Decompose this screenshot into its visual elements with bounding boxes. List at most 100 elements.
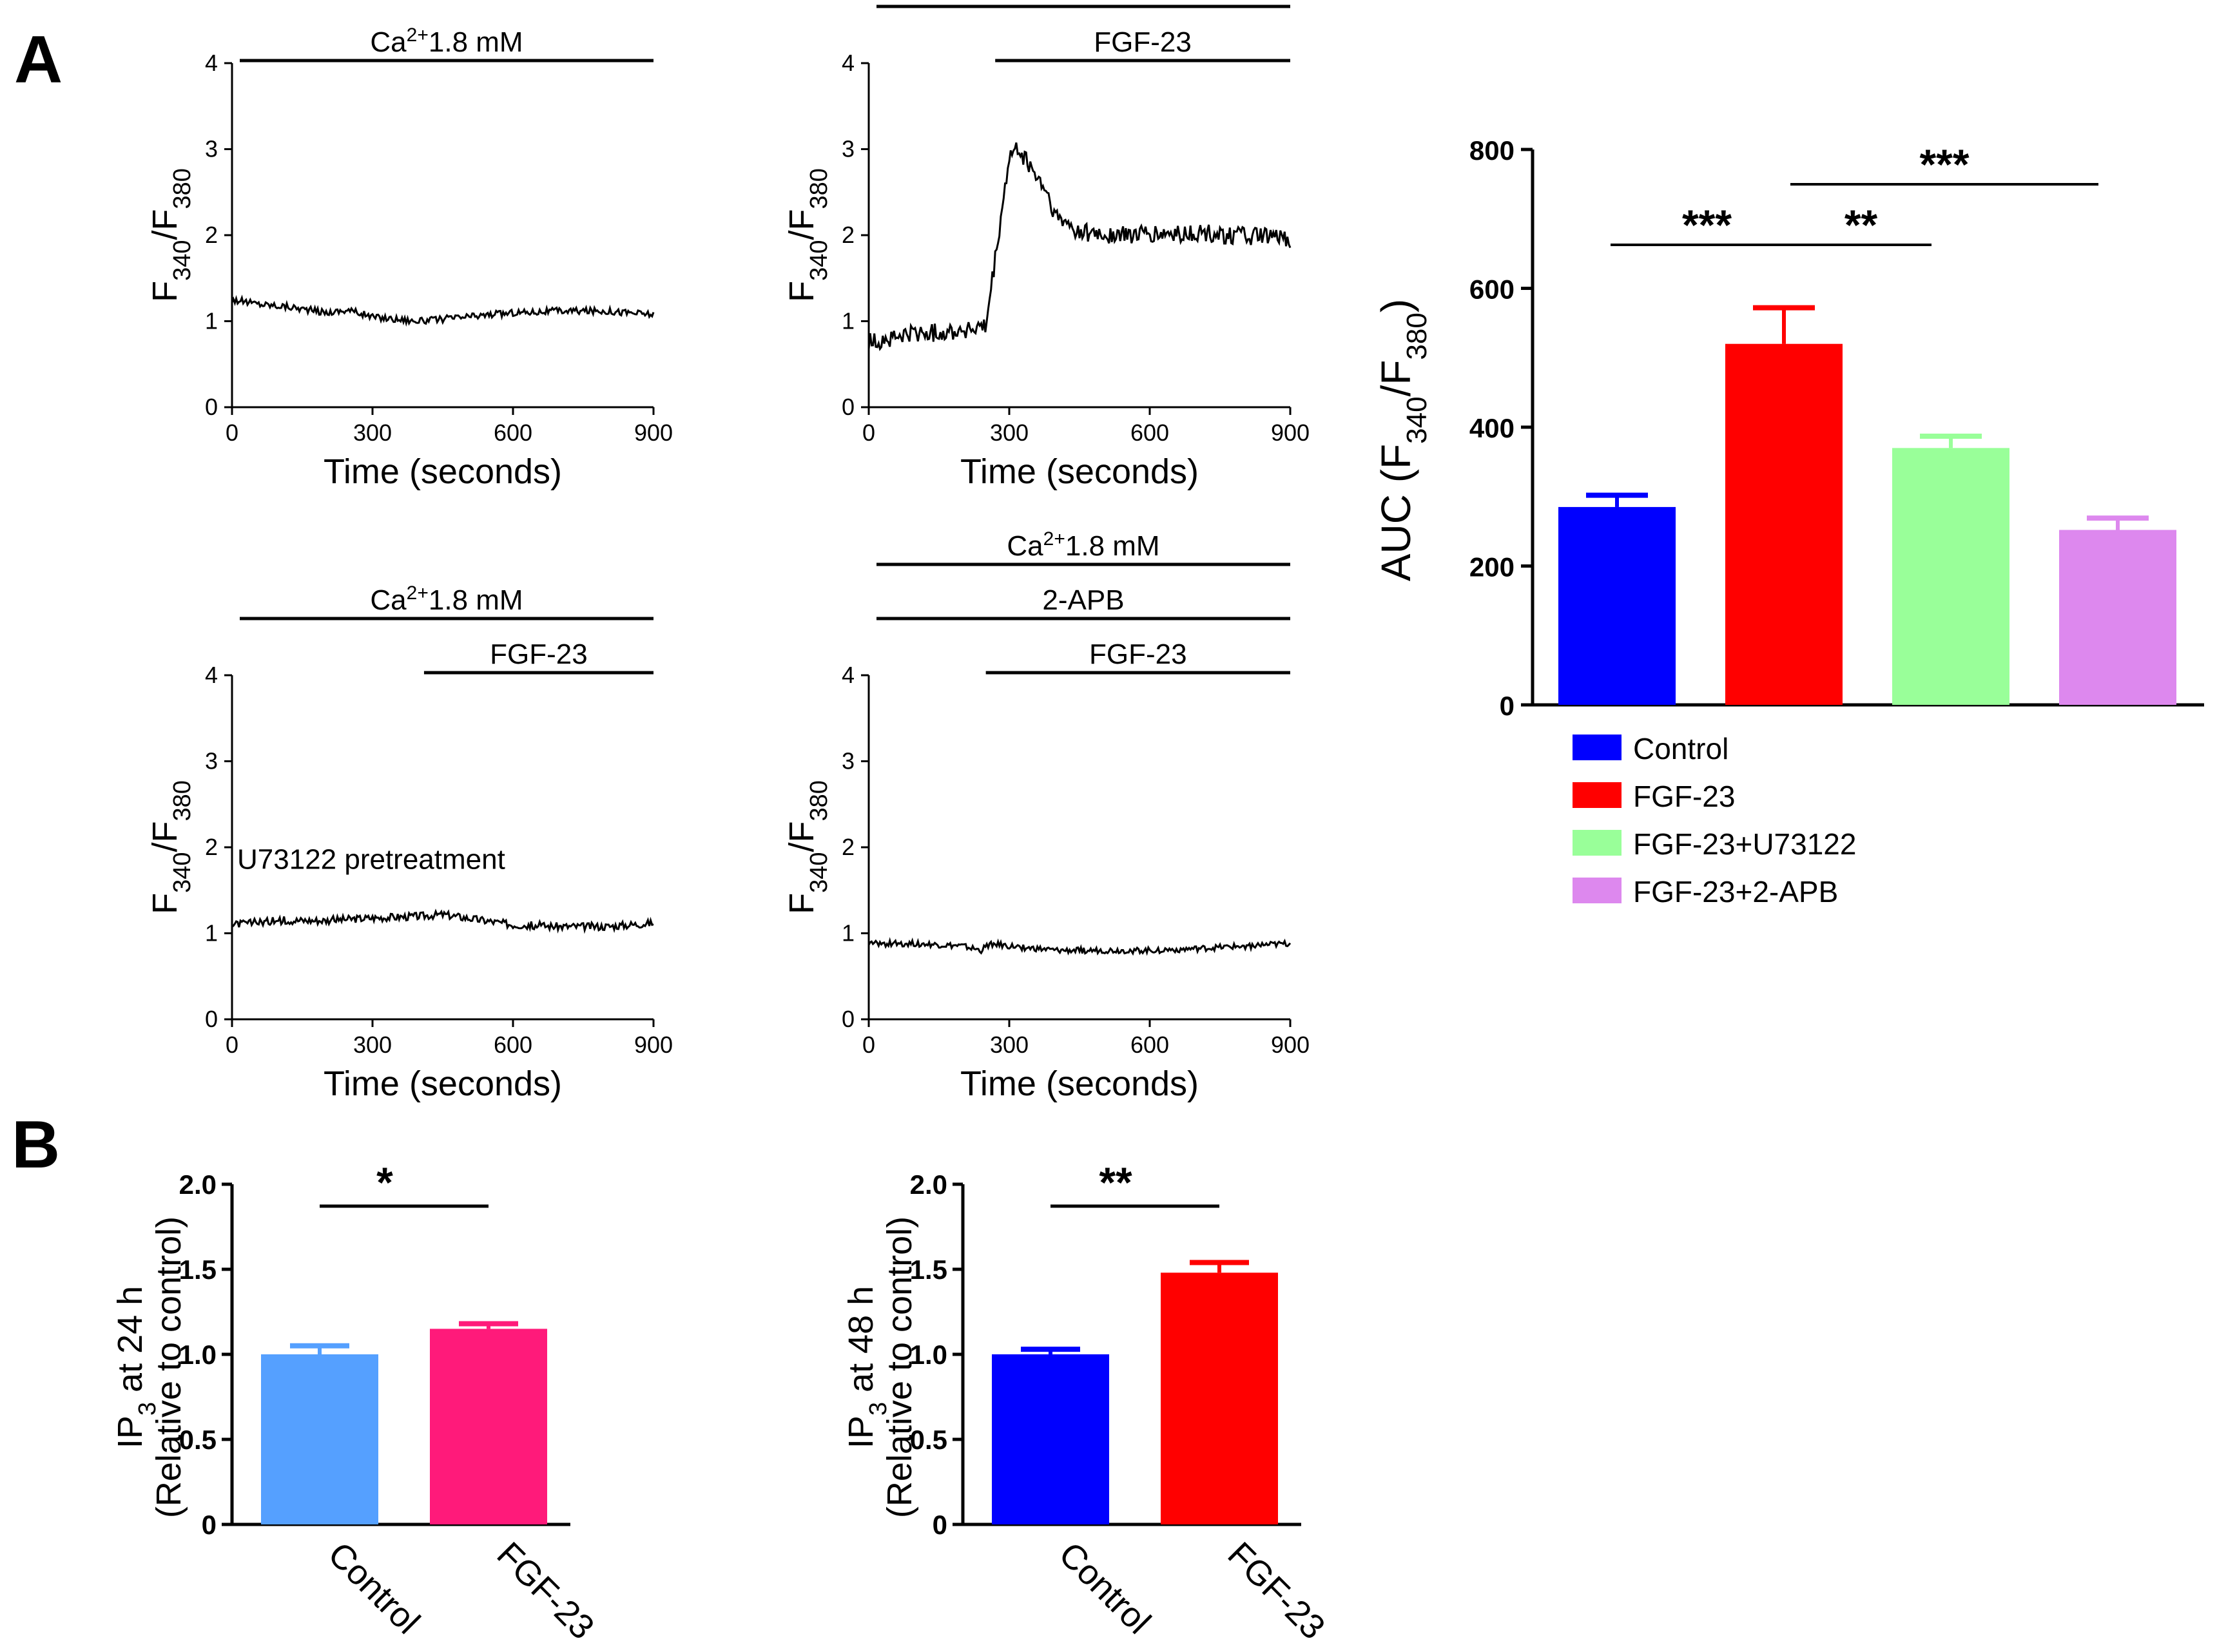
trace-chart-u73122: 0 1 2 3 4 0 300 600 900 Time (seconds) F340/F380 Ca… xyxy=(146,582,673,1104)
y-tick-label: 1.0 xyxy=(910,1340,947,1370)
treatment-label: FGF-23 xyxy=(1094,26,1192,58)
calcium-trace-line xyxy=(867,142,1292,351)
y-tick-label: 2 xyxy=(205,834,218,860)
y-tick-label: 1 xyxy=(842,920,855,946)
bar-fgf-23 xyxy=(430,1329,547,1524)
y-tick-label: 1 xyxy=(205,920,218,946)
x-tick-label: 300 xyxy=(353,1032,392,1058)
y-tick-label: 1.5 xyxy=(910,1254,947,1285)
x-axis-title: Time (seconds) xyxy=(324,1064,562,1103)
y-tick-label: 4 xyxy=(205,662,218,688)
y-tick-label: 3 xyxy=(842,136,855,162)
x-tick-label: 300 xyxy=(990,419,1029,446)
x-tick-label: 600 xyxy=(1130,1032,1169,1058)
bar-fgf-23 xyxy=(1725,343,1843,705)
trace-chart-2apb: 0 1 2 3 4 0 300 600 900 Time (seconds) F340/F380 Ca… xyxy=(782,528,1310,1104)
significance-label: *** xyxy=(1682,201,1732,249)
y-axis-title-line2: (Relative to control) xyxy=(880,1216,919,1518)
treatment-label: Ca2+1.8 mM xyxy=(1007,528,1159,562)
y-tick-label: 0 xyxy=(1500,691,1515,721)
bar-fgf-23-2-apb xyxy=(2059,530,2176,705)
y-tick-label: 4 xyxy=(205,50,218,76)
legend-label: FGF-23 xyxy=(1633,780,1735,813)
calcium-trace-line xyxy=(231,908,654,934)
panel-label-b: B xyxy=(12,1108,60,1182)
x-axis-title: Time (seconds) xyxy=(960,452,1199,491)
legend-label: Control xyxy=(1633,732,1728,765)
x-tick-label: 900 xyxy=(634,1032,673,1058)
annotation-text: U73122 pretreatment xyxy=(237,843,505,875)
y-tick-label: 800 xyxy=(1469,135,1515,166)
calcium-trace-line xyxy=(867,937,1292,956)
y-tick-label: 2 xyxy=(205,222,218,248)
treatment-label: FGF-23 xyxy=(490,639,588,670)
bar-fgf-23 xyxy=(1161,1273,1278,1524)
bar-control xyxy=(1558,506,1676,705)
legend-swatch xyxy=(1573,878,1622,903)
y-tick-label: 0 xyxy=(842,1006,855,1032)
x-axis-title: Time (seconds) xyxy=(960,1064,1199,1103)
legend-swatch xyxy=(1573,830,1622,856)
y-tick-label: 3 xyxy=(842,748,855,774)
significance-label: ** xyxy=(1099,1158,1132,1206)
calcium-trace-line xyxy=(231,294,655,327)
y-tick-label: 1.0 xyxy=(179,1340,217,1370)
y-tick-label: 3 xyxy=(205,136,218,162)
y-tick-label: 2.0 xyxy=(910,1169,947,1200)
x-category-label: FGF-23 xyxy=(1221,1535,1333,1647)
treatment-label: Ca2+1.8 mM xyxy=(1007,0,1159,4)
y-tick-label: 2.0 xyxy=(179,1169,217,1200)
x-tick-label: 0 xyxy=(226,419,238,446)
y-axis-title: AUC (F340/F380) xyxy=(1373,299,1433,581)
y-tick-label: 0 xyxy=(205,394,218,420)
significance-label: *** xyxy=(1919,140,1969,188)
y-axis-title: F340/F380 xyxy=(782,780,833,914)
y-axis-title-line2: (Relative to control) xyxy=(150,1216,188,1518)
ip3-24h-bar-chart: 0 0.5 1.0 1.5 2.0 Control FGF-23 * IP3 at 24 h (R… xyxy=(111,1158,601,1647)
legend-swatch xyxy=(1573,735,1622,760)
x-tick-label: 300 xyxy=(353,419,392,446)
x-tick-label: 600 xyxy=(494,419,532,446)
panel-label-a: A xyxy=(14,23,63,97)
y-tick-label: 0 xyxy=(202,1510,217,1540)
x-tick-label: 0 xyxy=(226,1032,238,1058)
y-axis-title: F340/F380 xyxy=(146,168,196,302)
y-tick-label: 1.5 xyxy=(179,1254,217,1285)
legend-label: FGF-23+U73122 xyxy=(1633,827,1856,861)
x-category-label: Control xyxy=(1052,1535,1159,1642)
y-tick-label: 3 xyxy=(205,748,218,774)
trace-chart-fgf23: 0 1 2 3 4 0 300 600 900 Time (seconds) F340/F380 Ca… xyxy=(782,0,1310,491)
x-tick-label: 900 xyxy=(634,419,673,446)
x-tick-label: 600 xyxy=(494,1032,532,1058)
y-tick-label: 4 xyxy=(842,50,855,76)
legend-swatch xyxy=(1573,782,1622,808)
significance-label: * xyxy=(376,1158,393,1206)
y-tick-label: 0 xyxy=(205,1006,218,1032)
y-tick-label: 200 xyxy=(1469,552,1515,582)
y-tick-label: 0 xyxy=(842,394,855,420)
y-tick-label: 1 xyxy=(205,308,218,334)
treatment-label: 2-APB xyxy=(1042,584,1124,616)
y-tick-label: 0.5 xyxy=(179,1425,217,1455)
bar-control xyxy=(992,1354,1109,1524)
bar-fgf-23-u73122 xyxy=(1892,448,2009,705)
significance-label: ** xyxy=(1844,201,1878,249)
y-tick-label: 2 xyxy=(842,222,855,248)
treatment-label: Ca2+1.8 mM xyxy=(370,24,523,59)
ip3-48h-bar-chart: 0 0.5 1.0 1.5 2.0 Control FGF-23 ** IP3 at 48 h(… xyxy=(842,1158,1332,1647)
y-axis-title: F340/F380 xyxy=(146,780,196,914)
x-category-label: FGF-23 xyxy=(490,1535,602,1647)
y-axis-title-line1: IP3 at 24 h xyxy=(111,1286,161,1448)
x-category-label: Control xyxy=(321,1535,428,1642)
y-axis-title: F340/F380 xyxy=(782,168,833,302)
x-tick-label: 600 xyxy=(1130,419,1169,446)
treatment-label: Ca2+1.8 mM xyxy=(370,582,523,617)
trace-chart-ca-only: 0 1 2 3 4 0 300 600 900 Time (seconds) F340/F380 Ca… xyxy=(146,24,673,492)
bar-control xyxy=(261,1354,378,1524)
y-tick-label: 0.5 xyxy=(910,1425,947,1455)
x-tick-label: 0 xyxy=(862,1032,875,1058)
y-tick-label: 4 xyxy=(842,662,855,688)
legend-label: FGF-23+2-APB xyxy=(1633,875,1838,908)
